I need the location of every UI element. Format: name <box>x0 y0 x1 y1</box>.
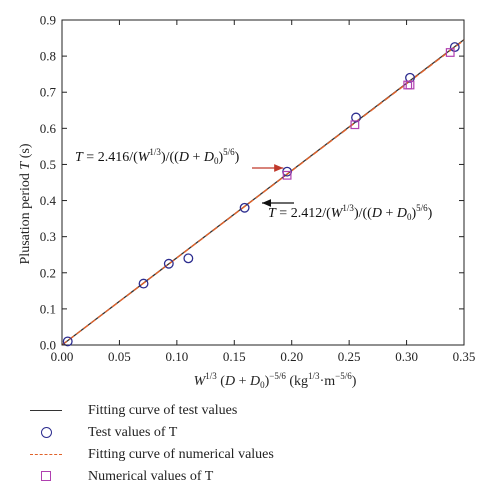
dashed-line-icon <box>30 454 62 455</box>
test-value-point <box>138 278 149 289</box>
legend-item-numerical-values: Numerical values of T <box>28 466 468 488</box>
test-value-point <box>239 202 250 213</box>
circle-marker-icon <box>41 427 52 438</box>
x-tick-label: 0.00 <box>51 349 74 364</box>
x-tick-label: 0.10 <box>165 349 188 364</box>
data-points <box>62 42 460 347</box>
plot-frame <box>61 19 465 346</box>
test-value-point <box>351 112 361 123</box>
y-tick-label: 0.7 <box>40 85 57 100</box>
x-tick-label: 0.25 <box>338 349 361 364</box>
x-tick-label: 0.15 <box>223 349 246 364</box>
numerical-value-point <box>405 80 415 90</box>
y-tick-label: 0.6 <box>40 121 57 136</box>
test-value-point <box>62 336 73 347</box>
legend-label: Fitting curve of test values <box>88 403 238 418</box>
square-marker-icon <box>41 471 51 481</box>
numerical-fit-line <box>61 39 465 346</box>
legend-item-numerical-fit: Fitting curve of numerical values <box>28 444 468 466</box>
legend-label: Test values of T <box>88 425 178 440</box>
legend-item-test-fit: Fitting curve of test values <box>28 400 468 422</box>
y-tick-label: 0.1 <box>40 301 56 316</box>
plot-border <box>61 19 465 346</box>
y-tick-label: 0.4 <box>40 193 57 208</box>
axis-ticks: 0.00 0.05 0.10 0.15 0.20 0.25 0.30 0.35 0.0 0.1 0.… <box>40 13 476 365</box>
x-tick-label: 0.30 <box>395 349 418 364</box>
y-tick-label: 0.3 <box>40 229 56 244</box>
numerical-value-point <box>350 120 360 130</box>
y-tick-label: 0.0 <box>40 338 56 353</box>
y-tick-label: 0.8 <box>40 49 56 64</box>
legend-item-test-values: Test values of T <box>28 422 468 444</box>
x-tick-label: 0.35 <box>453 349 476 364</box>
annotation-test-fit: T = 2.416/(W1/3)/((D + D0)5/6) <box>75 147 240 166</box>
numerical-value-point <box>445 48 455 57</box>
fit-lines <box>61 39 465 346</box>
x-axis-label: W1/3 (D + D0)−5/6 (kg1/3·m−5/6) <box>194 371 357 390</box>
test-value-point <box>183 253 194 264</box>
test-value-point <box>405 72 415 83</box>
legend: Fitting curve of test values Test values… <box>28 400 468 488</box>
numerical-value-point <box>282 170 292 180</box>
test-value-point <box>163 258 174 269</box>
x-tick-label: 0.20 <box>280 349 303 364</box>
y-tick-label: 0.2 <box>40 265 56 280</box>
y-tick-label: 0.9 <box>40 13 56 28</box>
legend-label: Numerical values of T <box>88 469 214 484</box>
x-tick-label: 0.05 <box>108 349 131 364</box>
chart-svg: 0.00 0.05 0.10 0.15 0.20 0.25 0.30 0.35 0.0 0.1 0.… <box>18 13 476 391</box>
annotation-numerical-fit: T = 2.412/(W1/3)/((D + D0)5/6) <box>268 203 433 222</box>
solid-line-icon <box>30 410 62 411</box>
y-axis-label: Plusation period T (s) <box>18 143 33 264</box>
y-tick-label: 0.5 <box>40 157 56 172</box>
test-value-point <box>449 42 460 53</box>
annotations <box>252 164 294 207</box>
legend-label: Fitting curve of numerical values <box>88 447 274 462</box>
